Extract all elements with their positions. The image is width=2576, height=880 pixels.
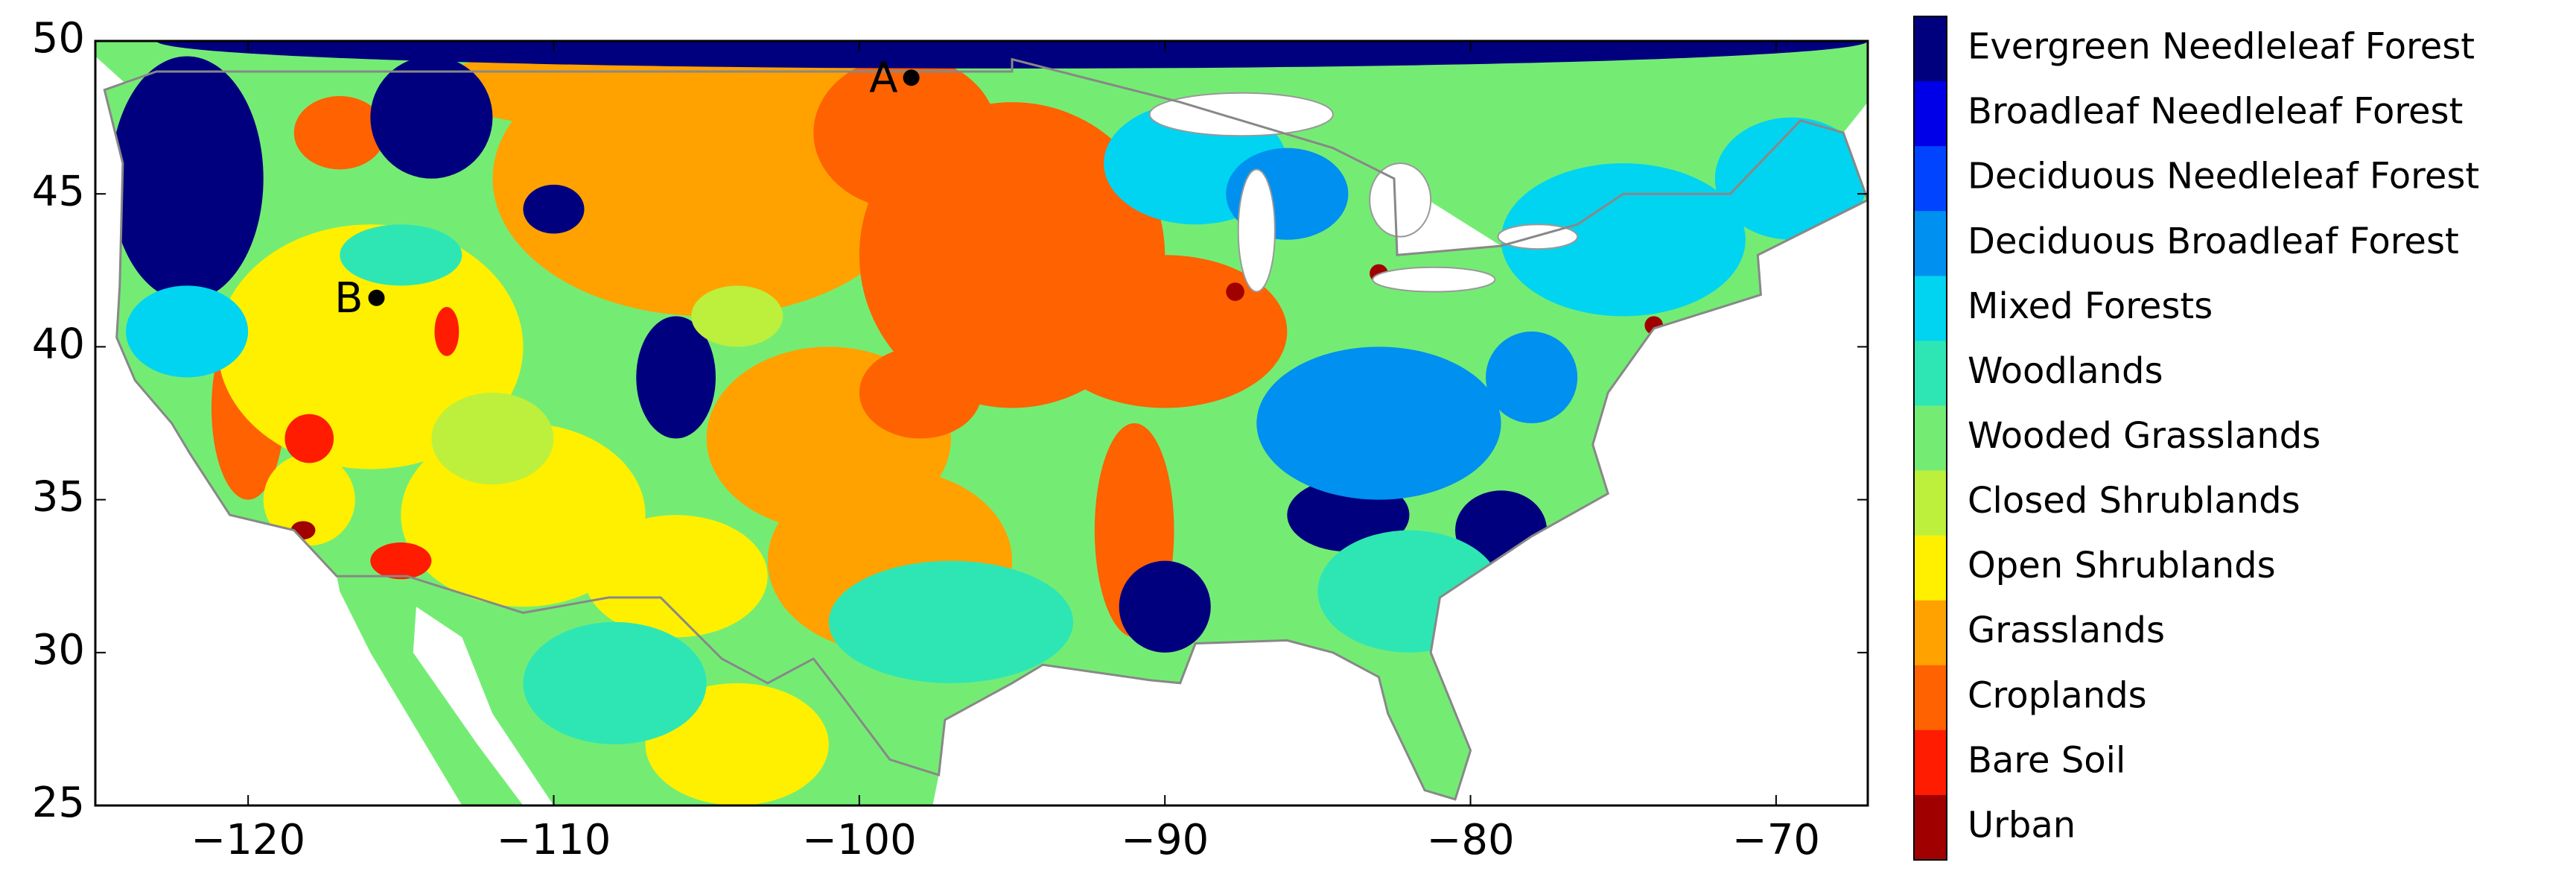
legend-swatch — [1914, 16, 1947, 82]
site-point — [368, 289, 385, 306]
y-tick-label: 50 — [32, 14, 85, 63]
y-tick-label: 25 — [32, 779, 85, 827]
legend-swatch — [1914, 405, 1947, 472]
land-cover-patch — [1226, 282, 1244, 301]
land-cover-patch — [523, 184, 585, 234]
land-cover-patch — [340, 224, 462, 286]
land-cover-patch — [156, 41, 1868, 69]
site-point — [903, 69, 920, 86]
land-cover-patch — [1501, 163, 1746, 317]
y-tick-label: 45 — [32, 167, 85, 215]
land-cover-patch — [284, 414, 334, 463]
lake — [1372, 266, 1496, 293]
colorbar: Evergreen Needleleaf Forest Broadleaf Nee… — [1913, 16, 2479, 861]
country-border — [103, 57, 1868, 801]
legend-label: Broadleaf Needleleaf Forest — [1968, 91, 2463, 133]
x-tick-label: −90 — [1121, 816, 1209, 864]
legend-label: Bare Soil — [1968, 739, 2125, 781]
axes-frame — [94, 39, 1869, 807]
legend-label: Woodlands — [1968, 350, 2163, 392]
legend-label: Mixed Forests — [1968, 285, 2213, 327]
land-cover-patch — [1043, 255, 1288, 408]
land-cover-patch — [1317, 530, 1501, 653]
land-cover-patch — [828, 560, 1074, 683]
site-points: AB — [334, 54, 920, 323]
legend-label: Urban — [1968, 804, 2076, 846]
axes: −120 −110 −100 −90 −80 −70 25 30 35 40 45 50 — [32, 14, 1868, 864]
land-cover-patch — [110, 56, 264, 301]
land-cover-patch — [434, 307, 459, 356]
legend-swatch — [1914, 665, 1947, 731]
land-cover-patch — [859, 346, 982, 439]
land-cover-patch — [584, 515, 768, 638]
y-tick-label: 35 — [32, 473, 85, 522]
land-cover-patch — [636, 316, 716, 439]
legend-label: Wooded Grasslands — [1968, 415, 2321, 457]
lake — [1237, 168, 1276, 293]
legend-swatch — [1914, 794, 1947, 861]
lake — [1369, 162, 1432, 238]
site-label: B — [334, 274, 363, 323]
colorbar-frame — [1913, 16, 1947, 861]
legend-label: Grasslands — [1968, 610, 2165, 651]
legend-swatch — [1914, 146, 1947, 212]
legend-swatch — [1914, 211, 1947, 276]
legend-label: Open Shrublands — [1968, 545, 2276, 586]
lake — [1148, 92, 1334, 137]
x-tick-label: −120 — [191, 816, 305, 864]
land-cover-patch — [217, 224, 524, 469]
x-tick-label: −110 — [497, 816, 611, 864]
site-label: A — [869, 54, 897, 102]
land-cover-patch — [1256, 346, 1501, 500]
land-cover — [110, 41, 1868, 805]
land-cover-patch — [523, 621, 707, 744]
legend-label: Deciduous Broadleaf Forest — [1968, 221, 2459, 262]
x-tick-label: −100 — [802, 816, 917, 864]
legend-swatch — [1914, 276, 1947, 341]
legend-swatch — [1914, 81, 1947, 147]
land-cover-patch — [370, 542, 432, 580]
land-cover-patch — [263, 454, 355, 546]
land-cover-patch — [1119, 560, 1211, 653]
legend-swatch — [1914, 600, 1947, 666]
legend-swatch — [1914, 729, 1947, 796]
legend-swatch — [1914, 470, 1947, 536]
map-area — [95, 41, 1868, 805]
x-tick-label: −70 — [1732, 816, 1820, 864]
legend-label: Croplands — [1968, 674, 2147, 716]
legend-swatch — [1914, 341, 1947, 406]
land-cover-patch — [126, 285, 249, 378]
y-tick-label: 30 — [32, 626, 85, 674]
land-cover-patch — [370, 56, 493, 179]
land-cover-patch — [1714, 117, 1868, 240]
land-cover-patch — [691, 285, 783, 347]
land-cover-patch — [293, 95, 386, 170]
legend-label: Evergreen Needleleaf Forest — [1968, 26, 2475, 68]
legend-label: Deciduous Needleleaf Forest — [1968, 156, 2479, 197]
y-tick-label: 40 — [32, 320, 85, 369]
land-cover-patch — [813, 56, 997, 209]
land-cover-patch — [431, 392, 554, 485]
legend-label: Closed Shrublands — [1968, 480, 2300, 522]
land-cover-patch — [1486, 331, 1578, 423]
x-tick-label: −80 — [1426, 816, 1514, 864]
legend-swatch — [1914, 535, 1947, 601]
